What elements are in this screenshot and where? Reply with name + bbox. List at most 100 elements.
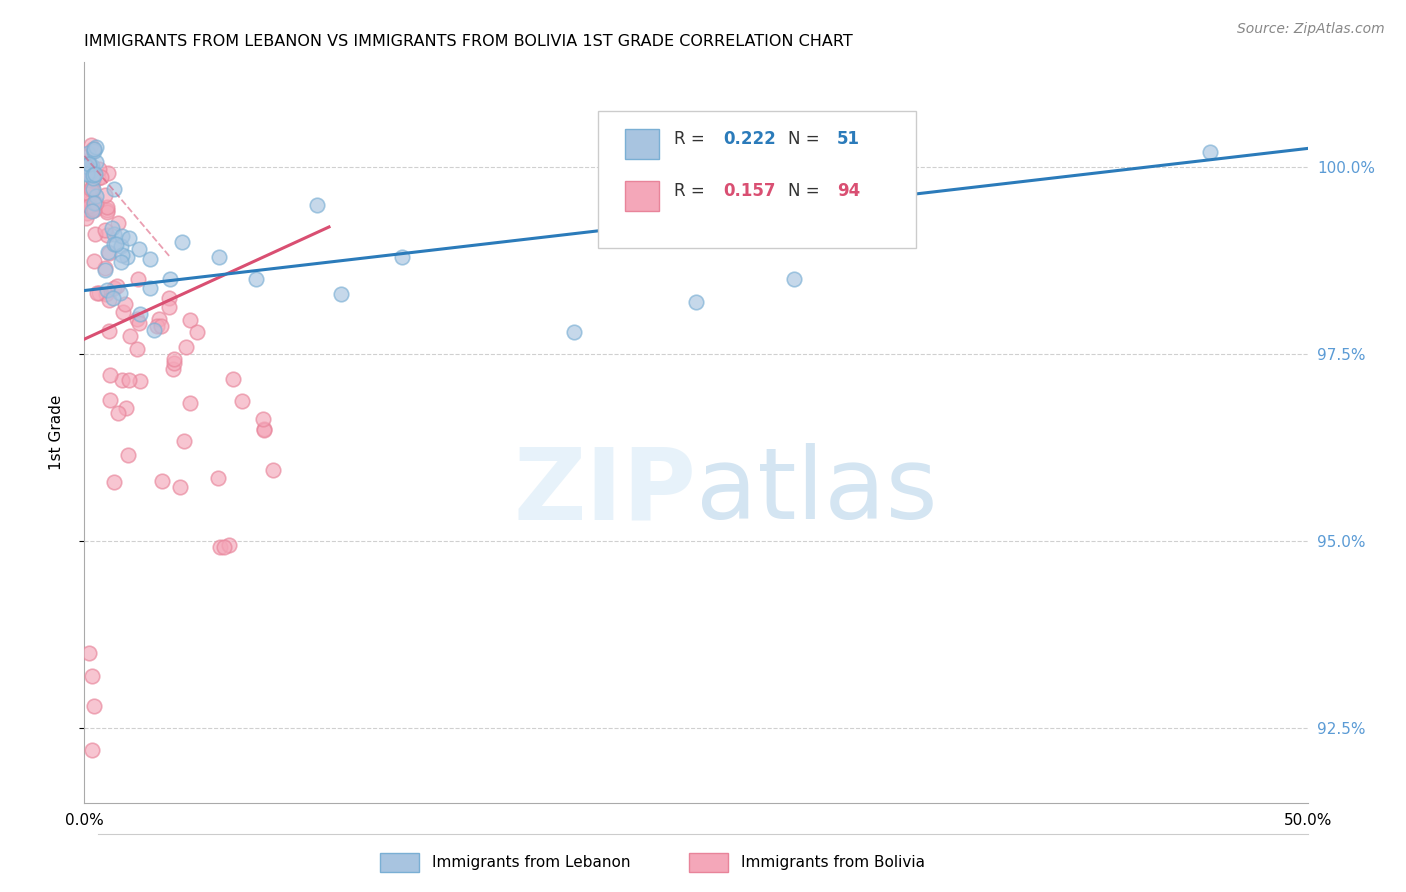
Point [77,646,100,660]
Point [222,372,245,386]
Point [94,261,117,276]
Point [1198,145,1220,160]
FancyBboxPatch shape [598,111,917,247]
Point [186,325,208,339]
Point [245,272,267,286]
Point [174,340,197,354]
Point [143,323,166,337]
Point [80,179,103,194]
Point [83,142,105,156]
Point [76,146,98,161]
Point [305,197,328,211]
Point [96,203,118,218]
Point [163,351,186,366]
Point [562,325,585,339]
Point [169,480,191,494]
Text: 0.222: 0.222 [723,129,776,148]
Point [111,229,134,244]
Text: N =: N = [787,182,824,200]
Point [77,161,100,176]
Point [129,307,152,321]
Point [179,312,201,326]
Point [82,162,104,177]
FancyBboxPatch shape [626,129,659,159]
Point [89,285,111,300]
Point [110,255,132,269]
Text: 94: 94 [837,182,860,200]
Point [80,203,103,218]
Point [96,228,118,243]
Point [84,155,107,169]
Point [83,202,105,217]
Point [83,202,105,216]
Point [107,216,129,230]
Point [83,254,105,268]
Point [253,422,276,436]
Point [162,362,184,376]
Point [76,153,98,168]
Point [77,157,100,171]
Point [96,201,118,215]
Point [82,201,104,215]
Point [83,196,105,211]
Point [83,196,105,211]
Point [103,280,125,294]
Point [117,448,139,462]
Point [82,171,104,186]
Text: R =: R = [673,182,710,200]
Point [96,283,118,297]
Point [87,162,110,177]
Point [103,236,125,251]
Point [82,182,104,196]
FancyBboxPatch shape [626,181,659,211]
Point [104,237,127,252]
Text: ZIP: ZIP [513,443,696,541]
Point [330,287,353,301]
Point [105,279,128,293]
Point [79,138,101,153]
Point [127,272,149,286]
Point [80,159,103,173]
Point [83,144,105,158]
Point [125,343,148,357]
Point [75,164,97,178]
Point [97,246,120,260]
Point [253,423,276,437]
Point [90,169,112,184]
Point [77,199,100,213]
Point [252,412,274,426]
Point [79,193,101,207]
Point [97,293,120,307]
Text: atlas: atlas [696,443,938,541]
Text: 51: 51 [837,129,859,148]
Point [77,148,100,162]
Point [98,325,121,339]
Point [93,223,115,237]
Point [98,368,121,383]
Point [218,538,240,552]
Point [172,235,194,249]
Point [86,196,108,211]
Point [77,196,100,211]
Y-axis label: 1st Grade: 1st Grade [49,395,63,470]
Point [127,312,149,326]
Point [82,142,104,156]
Point [76,205,98,219]
Point [262,463,284,477]
Point [79,164,101,178]
Point [139,281,162,295]
Point [94,286,117,301]
Point [98,392,121,407]
Text: IMMIGRANTS FROM LEBANON VS IMMIGRANTS FROM BOLIVIA 1ST GRADE CORRELATION CHART: IMMIGRANTS FROM LEBANON VS IMMIGRANTS FR… [84,34,853,49]
Point [80,167,103,181]
Text: Immigrants from Bolivia: Immigrants from Bolivia [741,855,925,870]
Point [82,168,104,182]
Text: N =: N = [787,129,824,148]
Point [101,221,124,235]
Point [114,296,136,310]
Point [84,189,107,203]
Point [97,166,120,180]
Text: 0.157: 0.157 [723,182,775,200]
Point [149,319,172,334]
Point [118,231,141,245]
